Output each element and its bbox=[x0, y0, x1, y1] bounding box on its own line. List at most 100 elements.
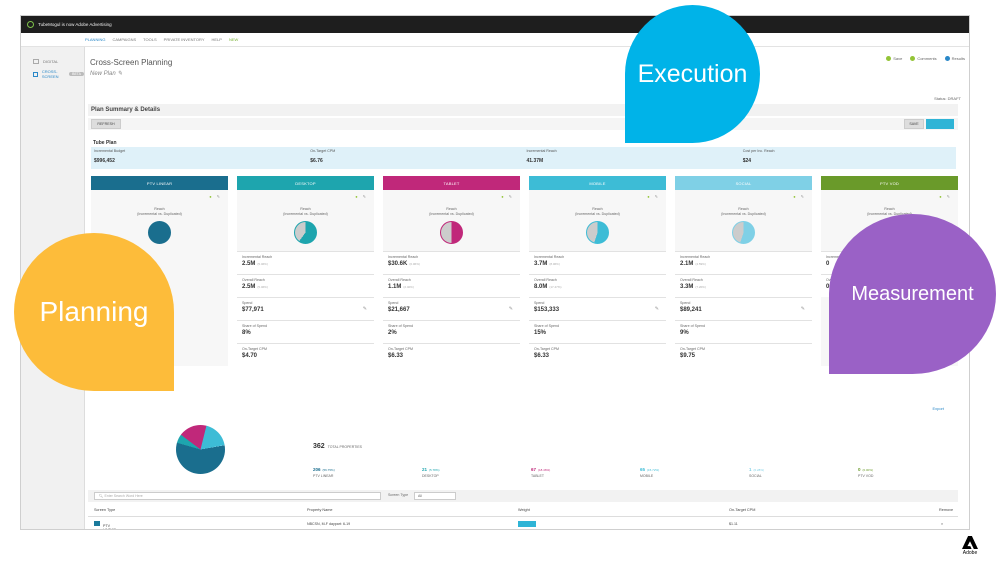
top-bar-text: TubeMogul is now Adobe Advertising bbox=[38, 22, 112, 27]
edit-icon[interactable]: ✎ bbox=[800, 194, 804, 199]
edit-icon[interactable]: ✎ bbox=[216, 194, 220, 199]
nav-tools[interactable]: TOOLS bbox=[143, 37, 157, 42]
metric-value-text: 0 bbox=[826, 284, 830, 290]
check-icon[interactable]: ● bbox=[501, 194, 504, 199]
metric-row: Spend $89,241 ✎ bbox=[675, 297, 812, 320]
metric-value-text: $4.70 bbox=[242, 353, 258, 359]
adobe-a-icon bbox=[962, 536, 978, 549]
metric-value: $6.33 bbox=[534, 353, 661, 359]
metric-row: Share of Spend 9% bbox=[675, 320, 812, 343]
metric-row: Share of Spend 2% bbox=[383, 320, 520, 343]
metric-value: 2.5M (5.46%) bbox=[242, 284, 369, 290]
pencil-icon[interactable]: ✎ bbox=[117, 71, 123, 77]
metric-label: On-Target CPM bbox=[534, 347, 559, 351]
screen-column-title: PTV VOD bbox=[880, 180, 899, 186]
metric-label: Incremental Reach bbox=[526, 149, 557, 153]
reach-label: Reach (Incremental vs. Duplicated) bbox=[137, 207, 182, 216]
edit-icon[interactable]: ✎ bbox=[362, 194, 366, 199]
column-actions: ● ✎ bbox=[939, 194, 950, 199]
stat-percent: (18.46%) bbox=[538, 468, 551, 472]
plan-name[interactable]: New Plan ✎ bbox=[90, 70, 122, 77]
top-bar: TubeMogul is now Adobe Advertising bbox=[21, 16, 969, 33]
edit-spend-icon[interactable]: ✎ bbox=[800, 306, 805, 312]
metric-label: Incremental Reach bbox=[534, 255, 565, 259]
results-link-label: Results bbox=[951, 56, 965, 61]
top-links: Save Comments Results bbox=[886, 56, 965, 62]
col-weight[interactable]: Weight bbox=[518, 508, 530, 512]
summary-metrics: Incremental Budget $996,452 On-Target CPM… bbox=[91, 147, 956, 169]
property-stat: 206 (56.75%) PTV LINEAR bbox=[313, 467, 335, 478]
results-link[interactable]: Results bbox=[944, 56, 965, 62]
execution-bubble-label: Execution bbox=[637, 59, 748, 88]
results-icon bbox=[944, 56, 950, 62]
screen-column-title: DESKTOP bbox=[295, 180, 316, 186]
comment-icon bbox=[910, 56, 916, 62]
stat-name: PTV VOD bbox=[858, 474, 874, 478]
status-text: Status: DRAFT bbox=[934, 96, 961, 101]
metric-value: 9% bbox=[680, 330, 807, 336]
save-button[interactable]: SAVE bbox=[904, 119, 924, 129]
metric-value-text: $21,667 bbox=[388, 307, 410, 313]
check-icon[interactable]: ● bbox=[939, 194, 942, 199]
edit-spend-icon[interactable]: ✎ bbox=[508, 306, 513, 312]
property-stat: 65 (15.72%) MOBILE bbox=[640, 467, 659, 478]
edit-spend-icon[interactable]: ✎ bbox=[362, 306, 367, 312]
metric-value: $4.70 bbox=[242, 353, 369, 359]
sidebar-item-digital[interactable]: DIGITAL bbox=[21, 54, 84, 64]
metric-label: Spend bbox=[242, 301, 253, 305]
measurement-bubble-label: Measurement bbox=[851, 282, 974, 305]
check-icon[interactable]: ● bbox=[793, 194, 796, 199]
stat-value: 206 bbox=[313, 467, 321, 472]
metric-label: Overall Reach bbox=[534, 278, 557, 282]
check-icon[interactable]: ● bbox=[355, 194, 358, 199]
edit-icon[interactable]: ✎ bbox=[508, 194, 512, 199]
edit-icon[interactable]: ✎ bbox=[654, 194, 658, 199]
edit-icon[interactable]: ✎ bbox=[946, 194, 950, 199]
comments-link[interactable]: Comments bbox=[910, 56, 937, 62]
screen-type-select[interactable]: All bbox=[414, 492, 456, 500]
metric-row: Share of Spend 8% bbox=[237, 320, 374, 343]
metric-value-text: $77,971 bbox=[242, 307, 264, 313]
stat-value: 65 bbox=[640, 467, 646, 472]
stat-value: 67 bbox=[531, 467, 537, 472]
metric-value-text: 3.3M bbox=[680, 284, 694, 290]
metric-value-text: $30.6K bbox=[388, 261, 408, 267]
weight-bar[interactable] bbox=[518, 521, 536, 527]
nav-help[interactable]: HELP bbox=[211, 37, 222, 42]
metric-label: On-Target CPM bbox=[242, 347, 267, 351]
column-actions: ● ✎ bbox=[209, 194, 220, 199]
reach-label: Reach (Incremental vs. Duplicated) bbox=[429, 207, 474, 216]
save-link[interactable]: Save bbox=[886, 56, 902, 62]
nav-private-inventory[interactable]: PRIVATE INVENTORY bbox=[163, 37, 205, 42]
metric-row: On-Target CPM $6.33 bbox=[529, 343, 666, 366]
edit-spend-icon[interactable]: ✎ bbox=[654, 306, 659, 312]
reach-pie-chart bbox=[148, 221, 171, 244]
metric-row: Share of Spend 15% bbox=[529, 320, 666, 343]
sidebar-item-cross-screen[interactable]: CROSS-SCREEN BETA bbox=[21, 64, 84, 79]
remove-icon[interactable]: × bbox=[941, 522, 944, 526]
metric-value: $9.75 bbox=[680, 353, 807, 359]
col-screen-type[interactable]: Screen Type bbox=[94, 508, 116, 512]
filter-bar: 🔍︎ Enter Search Word Here Screen Type Al… bbox=[88, 490, 958, 502]
screen-column-header: PTV VOD bbox=[821, 176, 958, 190]
export-link[interactable]: Export bbox=[932, 406, 944, 411]
col-property-name[interactable]: Property Name bbox=[307, 508, 333, 512]
nav-campaigns[interactable]: CAMPAIGNS bbox=[112, 37, 137, 42]
refresh-button[interactable]: REFRESH bbox=[91, 119, 121, 129]
nav-planning[interactable]: PLANNING bbox=[85, 37, 106, 42]
metric-value-text: 15% bbox=[534, 330, 547, 336]
metric-value-text: 0 bbox=[826, 261, 830, 267]
col-cpm[interactable]: On-Target CPM bbox=[729, 508, 756, 512]
nav-new[interactable]: NEW bbox=[228, 37, 239, 42]
metric-on-target-cpm: On-Target CPM $6.76 bbox=[307, 147, 523, 169]
check-icon[interactable]: ● bbox=[647, 194, 650, 199]
reach-label: Reach (Incremental vs. Duplicated) bbox=[575, 207, 620, 216]
check-icon[interactable]: ● bbox=[209, 194, 212, 199]
metric-percent: (17.47%) bbox=[549, 285, 562, 289]
beta-badge: BETA bbox=[69, 72, 84, 76]
submit-button[interactable] bbox=[926, 119, 954, 129]
metric-label: Overall Reach bbox=[242, 278, 265, 282]
screen-column-header: DESKTOP bbox=[237, 176, 374, 190]
search-input[interactable]: 🔍︎ Enter Search Word Here bbox=[94, 492, 381, 500]
document-icon bbox=[33, 59, 39, 64]
